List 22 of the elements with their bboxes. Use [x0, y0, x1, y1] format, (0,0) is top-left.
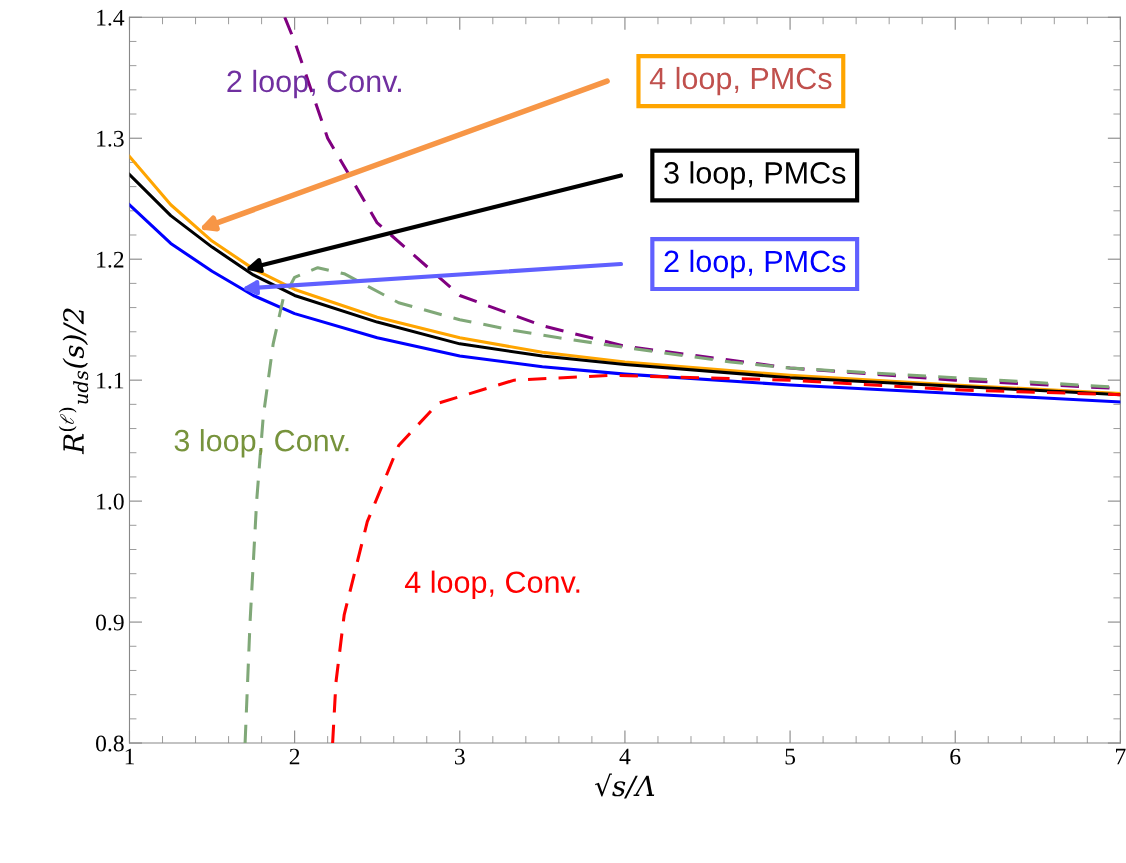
y-tick-label: 1.2 — [97, 251, 124, 268]
x-tick-label: 3 — [455, 748, 465, 765]
series-label: 3 loop, Conv. — [174, 429, 349, 458]
x-tick-label: 4 — [619, 748, 631, 765]
series-label: 4 loop, Conv. — [404, 570, 580, 600]
y-axis-title: R$^{(ℓ)}$$_{uds}$(s)/2 — [58, 308, 89, 455]
x-tick-label: 6 — [950, 748, 961, 765]
x-tick-label: 1 — [125, 748, 134, 765]
y-tick-label: 0.8 — [96, 735, 124, 752]
y-tick-label: 0.9 — [96, 614, 124, 631]
text: 3 loop, PMCs — [664, 161, 846, 190]
x-tick-label: 5 — [785, 748, 796, 765]
x-axis-title: √s/Λ — [595, 773, 655, 799]
x-tick-label: 2 — [289, 748, 300, 765]
x-tick-label: 7 — [1116, 748, 1126, 765]
y-tick-label: 1.0 — [97, 493, 124, 510]
y-tick-label: 1.3 — [97, 130, 124, 147]
line-series — [129, 203, 1121, 404]
text: 4 loop, PMCs — [649, 66, 832, 96]
y-tick-label: 1.1 — [97, 372, 124, 389]
text: 2 loop, PMCs — [664, 249, 846, 279]
y-tick-label: 1.4 — [97, 9, 125, 26]
